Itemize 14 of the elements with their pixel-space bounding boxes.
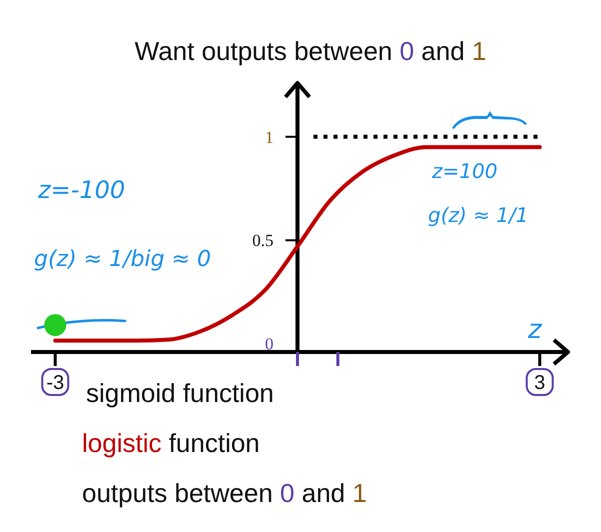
text: logistic function [82, 428, 260, 458]
x-tick-label: -3 [46, 372, 64, 394]
text: sigmoid function [86, 378, 274, 408]
annotation: z=100 [431, 159, 498, 183]
x-axis-title: z [527, 315, 543, 345]
annotation: g(z) ≈ 1/1 [428, 203, 528, 227]
annotation: z=-100 [37, 176, 126, 204]
chart-title: Want outputs between 0 and 1 [134, 36, 486, 66]
y-tick-label: 0 [264, 334, 274, 354]
y-tick-label: 1 [264, 128, 274, 147]
annotation: g(z) ≈ 1/big ≈ 0 [34, 247, 211, 272]
y-tick-label: 0.5 [252, 231, 274, 250]
text: outputs between 0 and 1 [82, 478, 367, 508]
x-tick-label: 3 [534, 372, 546, 394]
